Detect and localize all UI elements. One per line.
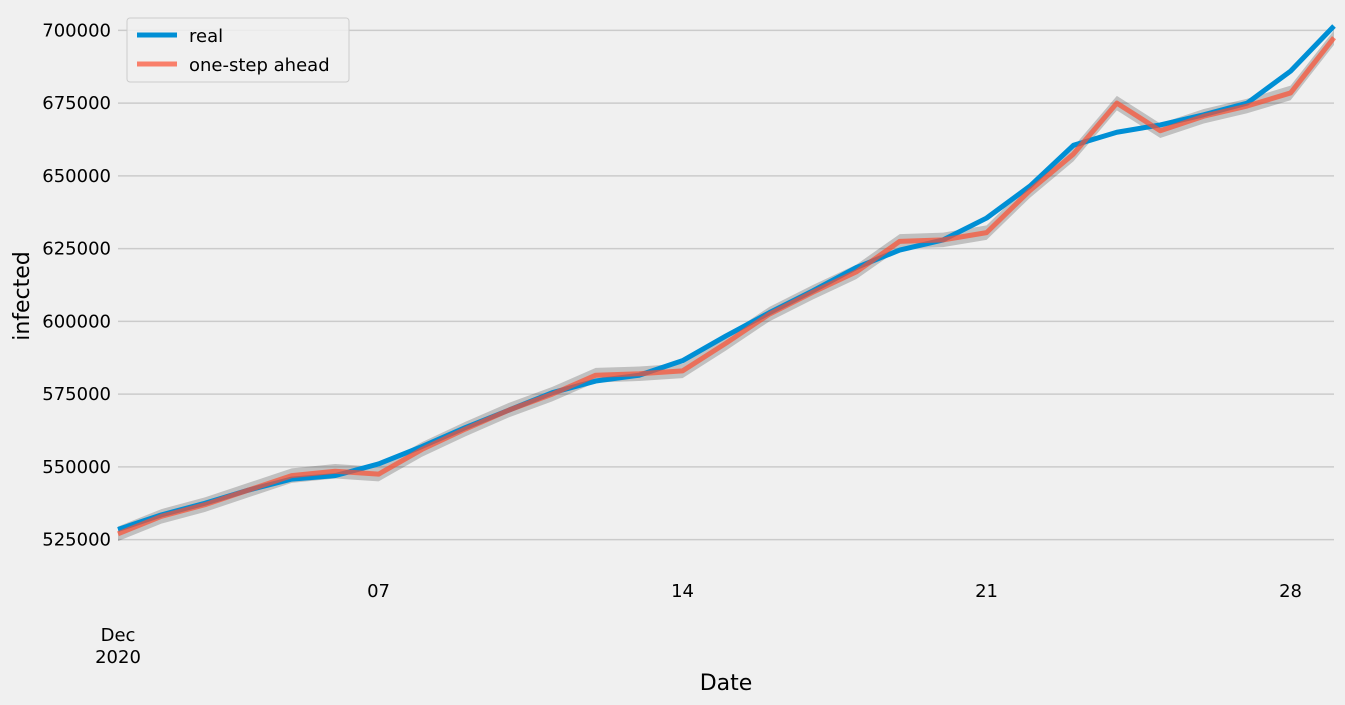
x-tick-label: 14 — [671, 581, 694, 602]
y-axis: 525000 550000 575000 600000 625000 650000 6750… — [42, 20, 111, 550]
x-tick-label: 28 — [1279, 581, 1302, 602]
x-axis-title: Date — [700, 671, 753, 696]
y-tick-label: 700000 — [42, 20, 111, 41]
legend-box — [126, 17, 350, 83]
y-tick-label: 675000 — [42, 93, 111, 114]
y-tick-label: 525000 — [42, 530, 111, 551]
y-tick-label: 600000 — [42, 311, 111, 332]
y-tick-label: 550000 — [42, 457, 111, 478]
series-line-real — [117, 24, 1336, 532]
legend: real one-step ahead — [126, 17, 350, 83]
y-tick-label: 650000 — [42, 166, 111, 187]
x-tick-label: 07 — [367, 581, 390, 602]
x-axis: Dec 2020 07 14 21 28 — [95, 581, 1302, 668]
x-start-label-month: Dec — [101, 625, 136, 646]
legend-label-real: real — [189, 26, 223, 47]
gridlines — [118, 29, 1334, 541]
series-lines — [117, 24, 1336, 537]
confidence-band-area — [118, 30, 1334, 542]
y-tick-label: 625000 — [42, 239, 111, 260]
y-tick-label: 575000 — [42, 384, 111, 405]
x-start-label-year: 2020 — [95, 647, 141, 668]
y-axis-title: infected — [10, 251, 35, 341]
x-tick-label: 21 — [975, 581, 998, 602]
legend-label-one-step-ahead: one-step ahead — [189, 55, 330, 76]
series-line-one-step-ahead — [117, 36, 1336, 537]
confidence-band — [118, 30, 1334, 542]
